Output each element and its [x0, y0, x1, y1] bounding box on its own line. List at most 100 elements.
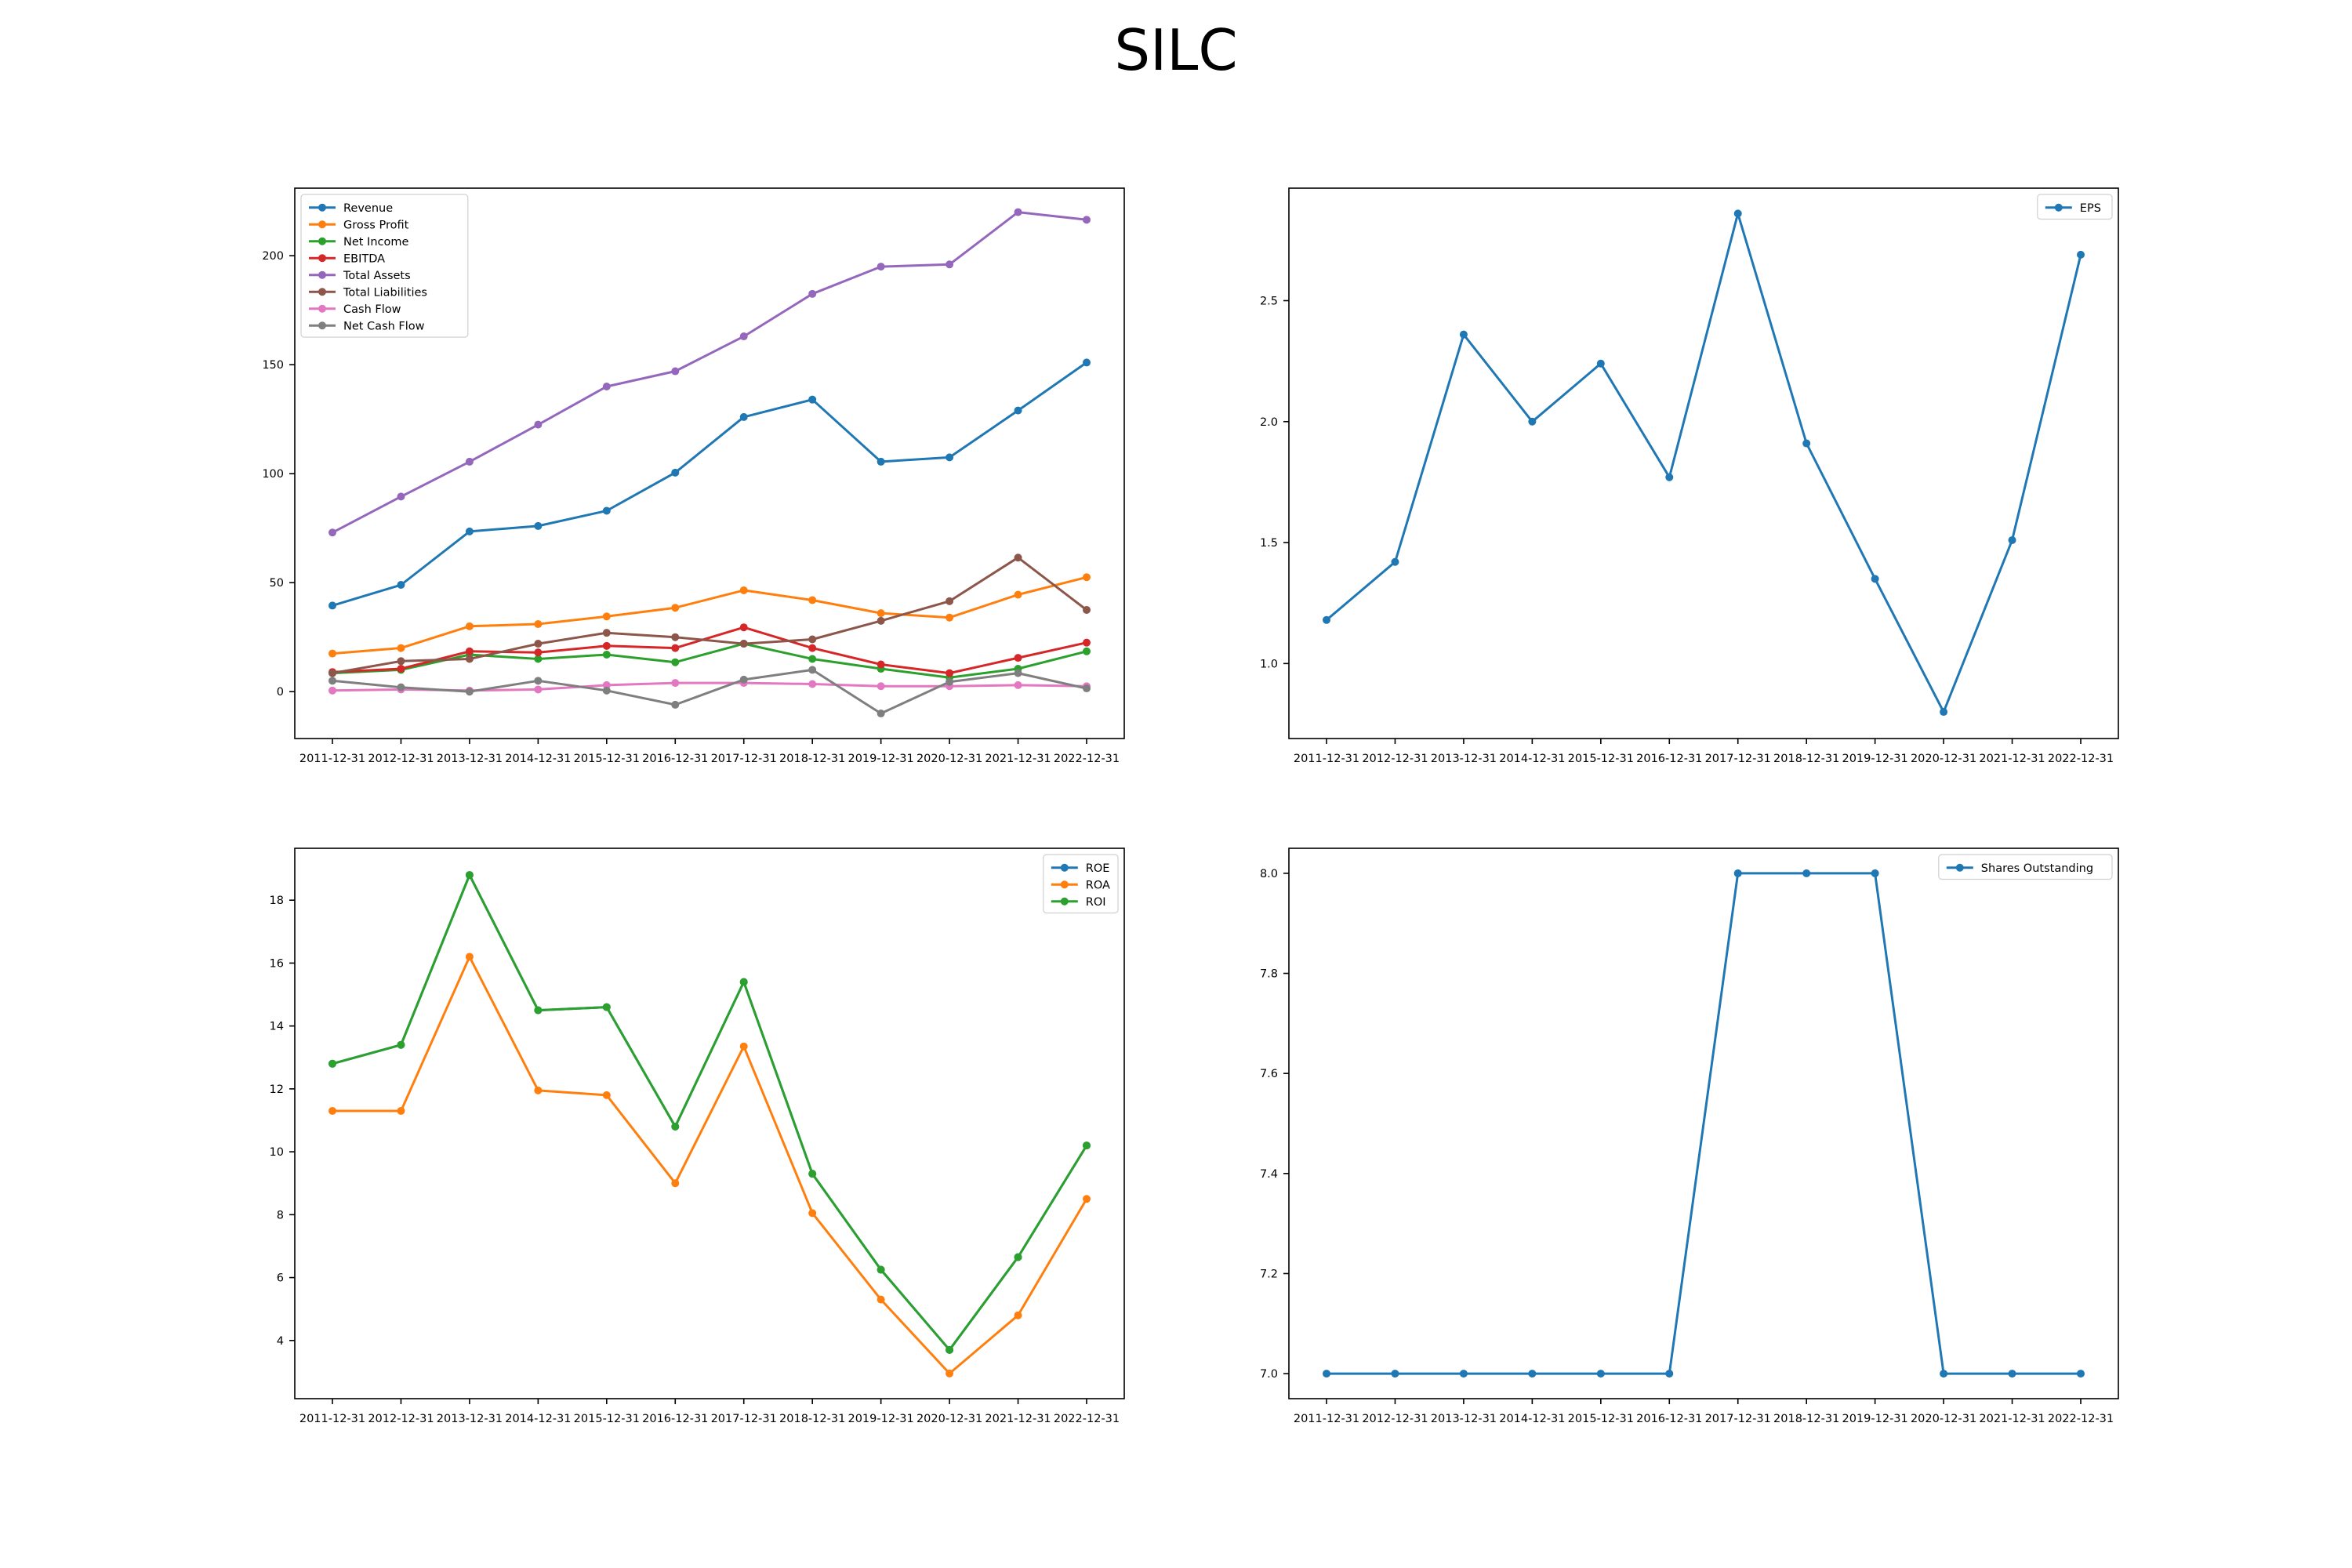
- legend-marker: [318, 203, 326, 212]
- data-point: [465, 688, 474, 696]
- series-line-roa: [332, 955, 1088, 1375]
- data-point: [465, 457, 474, 466]
- data-point: [1802, 439, 1811, 448]
- data-point: [1733, 869, 1742, 877]
- data-point: [1014, 590, 1022, 599]
- data-point: [808, 289, 817, 298]
- legend-marker: [1955, 863, 1964, 872]
- data-point: [671, 1179, 680, 1188]
- y-tick-label: 7.0: [1260, 1368, 1278, 1381]
- legend: Revenue Gross Profit Net Income EBITDA Total…: [300, 194, 469, 338]
- series-line-ebitda: [332, 626, 1087, 675]
- data-point: [671, 658, 680, 666]
- data-point: [2077, 250, 2085, 259]
- x-tick-label: 2017-12-31: [1705, 753, 1771, 765]
- data-point: [602, 1091, 611, 1099]
- data-point: [2008, 535, 2016, 544]
- data-point: [946, 1345, 954, 1354]
- data-point: [877, 616, 885, 625]
- data-point: [328, 677, 336, 685]
- x-tick-label: 2021-12-31: [985, 753, 1051, 765]
- axes-frame: [294, 187, 1125, 739]
- y-tick-label: 12: [270, 1083, 284, 1096]
- data-point: [1323, 1370, 1330, 1378]
- data-point: [602, 1003, 611, 1011]
- x-tick-label: 2017-12-31: [711, 753, 777, 765]
- data-point: [1665, 473, 1674, 481]
- data-point: [397, 683, 405, 691]
- data-point: [1083, 573, 1091, 582]
- x-tick-label: 2020-12-31: [916, 753, 982, 765]
- data-point: [1083, 216, 1091, 224]
- x-tick-label: 2016-12-31: [1636, 1413, 1702, 1425]
- data-point: [1871, 575, 1879, 583]
- data-point: [739, 586, 748, 594]
- y-tick-label: 200: [262, 250, 284, 263]
- data-point: [1014, 208, 1022, 216]
- legend-marker: [318, 321, 326, 330]
- data-point: [1323, 615, 1330, 624]
- data-point: [602, 506, 611, 515]
- data-point: [808, 395, 817, 404]
- x-tick-label: 2011-12-31: [1294, 1413, 1359, 1425]
- x-tick-label: 2020-12-31: [1911, 753, 1976, 765]
- data-point: [328, 601, 336, 610]
- x-tick-label: 2011-12-31: [1294, 753, 1359, 765]
- y-tick-label: 10: [270, 1146, 284, 1159]
- data-point: [1083, 605, 1091, 614]
- data-point: [877, 710, 885, 718]
- data-point: [534, 655, 543, 663]
- figure-title: SILC: [1114, 17, 1238, 83]
- data-point: [534, 640, 543, 648]
- legend-label: EPS: [2080, 202, 2101, 215]
- x-tick-label: 2017-12-31: [1705, 1413, 1771, 1425]
- x-tick-label: 2015-12-31: [574, 1413, 640, 1425]
- data-point: [1014, 654, 1022, 662]
- axes-frame: [1288, 848, 2119, 1399]
- data-point: [671, 644, 680, 652]
- x-tick-label: 2019-12-31: [848, 1413, 913, 1425]
- data-point: [946, 613, 954, 622]
- x-tick-label: 2013-12-31: [1431, 1413, 1497, 1425]
- data-point: [1391, 1370, 1399, 1378]
- data-point: [1014, 406, 1022, 415]
- series-line-gross-profit: [332, 575, 1087, 655]
- y-tick-label: 100: [262, 468, 284, 481]
- data-point: [534, 1006, 543, 1014]
- x-tick-label: 2016-12-31: [642, 753, 708, 765]
- data-point: [397, 644, 405, 652]
- data-point: [1528, 417, 1537, 426]
- data-point: [877, 1265, 885, 1274]
- legend-label: Net Cash Flow: [343, 320, 425, 332]
- y-tick-label: 16: [270, 957, 284, 970]
- data-point: [465, 647, 474, 655]
- x-tick-label: 2014-12-31: [505, 753, 571, 765]
- legend-label: EBITDA: [343, 252, 385, 265]
- x-tick-label: 2021-12-31: [985, 1413, 1051, 1425]
- legend-label: Revenue: [343, 202, 393, 215]
- x-tick-label: 2019-12-31: [848, 753, 913, 765]
- data-point: [1391, 557, 1399, 566]
- data-point: [946, 453, 954, 462]
- data-point: [671, 1123, 680, 1131]
- data-point: [397, 657, 405, 666]
- data-point: [1871, 869, 1879, 877]
- data-point: [465, 655, 474, 663]
- data-point: [946, 597, 954, 605]
- legend-marker: [1060, 863, 1069, 872]
- x-tick-label: 2012-12-31: [368, 753, 434, 765]
- x-tick-label: 2020-12-31: [1911, 1413, 1976, 1425]
- legend-frame: [1938, 854, 2113, 880]
- data-point: [1014, 669, 1022, 677]
- data-point: [1083, 1195, 1091, 1203]
- x-tick-label: 2019-12-31: [1842, 1413, 1907, 1425]
- legend-label: ROI: [1086, 896, 1106, 909]
- data-point: [1665, 1370, 1674, 1378]
- data-point: [1733, 209, 1742, 218]
- y-tick-label: 7.8: [1260, 968, 1278, 981]
- x-tick-label: 2011-12-31: [299, 753, 365, 765]
- x-tick-label: 2022-12-31: [2048, 753, 2114, 765]
- y-tick-label: 0: [277, 686, 284, 699]
- data-point: [808, 680, 817, 688]
- x-tick-label: 2016-12-31: [1636, 753, 1702, 765]
